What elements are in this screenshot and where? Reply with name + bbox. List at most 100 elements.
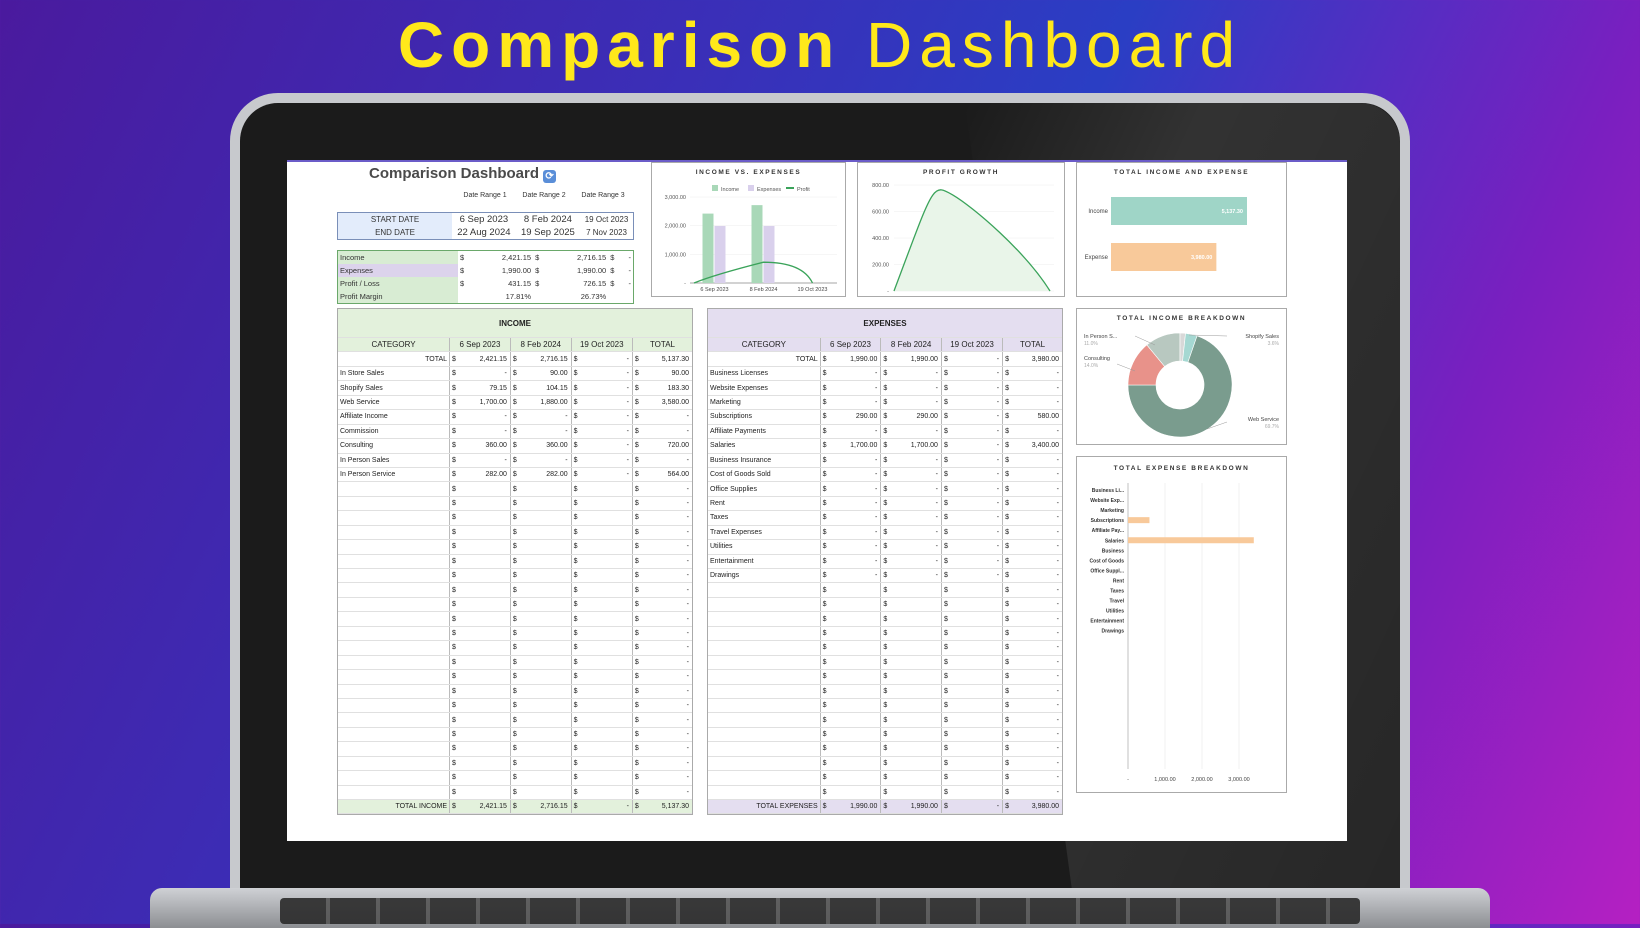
cell-value[interactable]: -	[644, 409, 692, 425]
table-row[interactable]: $ $ $ $ -	[338, 684, 692, 699]
cell-value[interactable]: -	[583, 424, 633, 440]
cell-value[interactable]: -	[892, 525, 942, 541]
bar-expenses[interactable]	[714, 225, 726, 283]
cell-value[interactable]	[583, 626, 633, 642]
table-row[interactable]: Affiliate Payments $ - $ - $ - $ -	[708, 424, 1062, 440]
cell-value[interactable]	[953, 640, 1003, 656]
cell-value[interactable]: -	[953, 380, 1003, 396]
cell-value[interactable]	[461, 626, 511, 642]
cell-value[interactable]	[522, 510, 572, 526]
cell-value[interactable]	[953, 741, 1003, 757]
cell-value[interactable]	[953, 756, 1003, 772]
table-row[interactable]: $ $ $ $ -	[338, 712, 692, 728]
cell-value[interactable]: 2,716.15	[522, 351, 572, 367]
table-row[interactable]: In Store Sales $ - $90.00 $ - $90.00	[338, 366, 692, 382]
cell-value[interactable]: -	[583, 453, 633, 468]
cell-value[interactable]	[522, 741, 572, 757]
table-row[interactable]: $ $ $ $ -	[338, 481, 692, 497]
cell-value[interactable]: 5,137.30	[644, 351, 692, 367]
cell-value[interactable]: -	[644, 481, 692, 497]
cell-value[interactable]: -	[1014, 712, 1062, 728]
cell-value[interactable]: -	[953, 568, 1003, 584]
cell-value[interactable]	[583, 496, 633, 512]
cell-value[interactable]: -	[892, 395, 942, 411]
cell-value[interactable]	[461, 741, 511, 757]
cell-value[interactable]	[522, 568, 572, 584]
cell-value[interactable]	[832, 626, 881, 642]
cell-value[interactable]: -	[892, 568, 942, 584]
cell-value[interactable]: -	[953, 424, 1003, 440]
cell-value[interactable]: -	[1014, 727, 1062, 743]
table-row[interactable]: Salaries $1,700.00 $1,700.00 $ - $3,400.00	[708, 438, 1062, 454]
bar-expenses[interactable]	[763, 225, 775, 283]
cell-value[interactable]: -	[644, 756, 692, 772]
cell-value[interactable]	[892, 785, 942, 801]
cell-value[interactable]: -	[644, 741, 692, 757]
table-row[interactable]: $ $ $ $ -	[708, 640, 1062, 656]
cell-value[interactable]	[461, 611, 511, 627]
cell-value[interactable]: -	[1014, 366, 1062, 382]
cell-value[interactable]: 360.00	[522, 438, 572, 454]
cell-value[interactable]: 90.00	[522, 366, 572, 382]
cell-value[interactable]: -	[583, 409, 633, 425]
end-date-3[interactable]: 7 Nov 2023	[586, 228, 627, 237]
cell-value[interactable]: 282.00	[461, 467, 511, 483]
cell-value[interactable]: -	[583, 351, 633, 367]
cell-value[interactable]	[892, 582, 942, 598]
cell-value[interactable]: -	[832, 510, 881, 526]
table-row[interactable]: $ $ $ $ -	[338, 756, 692, 772]
cell-value[interactable]	[461, 669, 511, 685]
table-row[interactable]: $ $ $ $ -	[338, 770, 692, 786]
cell-value[interactable]	[892, 756, 942, 772]
cell-value[interactable]	[522, 640, 572, 656]
table-row[interactable]: $ $ $ $ -	[708, 582, 1062, 598]
cell-value[interactable]	[461, 525, 511, 541]
cell-value[interactable]	[461, 554, 511, 570]
cell-value[interactable]	[953, 582, 1003, 598]
table-row[interactable]: $ $ $ $ -	[338, 554, 692, 570]
cell-value[interactable]	[583, 611, 633, 627]
cell-value[interactable]	[461, 655, 511, 671]
table-row[interactable]: Commission $ - $ - $ - $ -	[338, 424, 692, 440]
cell-value[interactable]	[953, 597, 1003, 613]
table-row[interactable]: Consulting $360.00 $360.00 $ - $720.00	[338, 438, 692, 454]
table-row[interactable]: TOTAL $2,421.15 $2,716.15 $ - $5,137.30	[338, 351, 692, 367]
cell-value[interactable]	[461, 539, 511, 555]
cell-value[interactable]	[583, 741, 633, 757]
cell-value[interactable]	[522, 785, 572, 801]
cell-value[interactable]	[892, 655, 942, 671]
cell-value[interactable]	[953, 669, 1003, 685]
cell-value[interactable]: 79.15	[461, 380, 511, 396]
cell-value[interactable]: 564.00	[644, 467, 692, 483]
cell-value[interactable]: -	[644, 684, 692, 699]
cell-value[interactable]: -	[1014, 380, 1062, 396]
cell-value[interactable]	[832, 770, 881, 786]
cell-value[interactable]	[522, 539, 572, 555]
cell-value[interactable]	[583, 582, 633, 598]
cell-value[interactable]: -	[953, 554, 1003, 570]
cell-value[interactable]: -	[583, 395, 633, 411]
cell-value[interactable]: -	[832, 366, 881, 382]
cell-value[interactable]	[583, 554, 633, 570]
table-row[interactable]: Drawings $ - $ - $ - $ -	[708, 568, 1062, 584]
cell-value[interactable]: -	[583, 366, 633, 382]
cell-value[interactable]: 290.00	[892, 409, 942, 425]
cell-value[interactable]: -	[644, 554, 692, 570]
table-row[interactable]: $ $ $ $ -	[338, 669, 692, 685]
cell-value[interactable]: 90.00	[644, 366, 692, 382]
cell-value[interactable]	[583, 525, 633, 541]
table-row[interactable]: $ $ $ $ -	[338, 611, 692, 627]
cell-value[interactable]: -	[644, 770, 692, 786]
cell-value[interactable]	[461, 684, 511, 699]
cell-value[interactable]: -	[832, 380, 881, 396]
cell-value[interactable]: -	[1014, 741, 1062, 757]
cell-value[interactable]	[892, 698, 942, 714]
cell-value[interactable]	[461, 496, 511, 512]
cell-value[interactable]: -	[583, 438, 633, 454]
table-row[interactable]: Utilities $ - $ - $ - $ -	[708, 539, 1062, 555]
cell-value[interactable]: -	[644, 568, 692, 584]
cell-value[interactable]: -	[953, 366, 1003, 382]
cell-value[interactable]: -	[644, 669, 692, 685]
table-row[interactable]: $ $ $ $ -	[338, 510, 692, 526]
cell-value[interactable]: -	[832, 424, 881, 440]
